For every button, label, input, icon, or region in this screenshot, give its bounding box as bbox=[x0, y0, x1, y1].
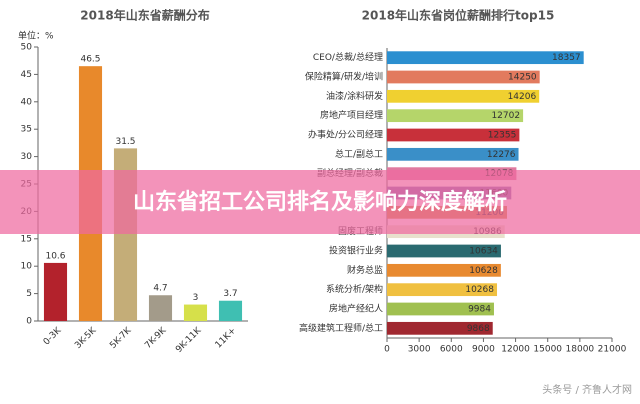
y-tick-label: 50 bbox=[21, 43, 33, 53]
value-label: 10268 bbox=[465, 285, 494, 295]
value-label: 9868 bbox=[467, 324, 490, 334]
y-axis-label: 单位：% bbox=[18, 30, 54, 42]
x-tick-label: 12000 bbox=[501, 345, 530, 355]
bar bbox=[387, 244, 501, 258]
watermark: 头条号 / 齐鲁人才网 bbox=[542, 383, 632, 396]
bar bbox=[387, 109, 524, 123]
y-tick-label: 投资银行业务 bbox=[329, 245, 383, 257]
value-label: 14250 bbox=[508, 73, 537, 83]
y-tick-label: 15 bbox=[21, 234, 32, 244]
bar bbox=[387, 321, 493, 335]
x-tick-label: 18000 bbox=[566, 345, 595, 355]
bar bbox=[387, 147, 519, 161]
y-tick-label: 办事处/分公司经理 bbox=[308, 129, 383, 141]
value-label: 4.7 bbox=[153, 284, 167, 294]
bar bbox=[387, 51, 584, 65]
chart-title: 2018年山东省薪酬分布 bbox=[80, 8, 209, 23]
y-tick-label: 40 bbox=[21, 97, 33, 107]
banner-text: 山东省招工公司排名及影响力深度解析 bbox=[133, 189, 507, 215]
y-tick-label: CEO/总裁/总经理 bbox=[313, 51, 383, 63]
y-tick-label: 高级建筑工程师/总工 bbox=[299, 322, 383, 334]
value-label: 10.6 bbox=[45, 251, 65, 261]
y-tick-label: 保险精算/研发/培训 bbox=[305, 71, 383, 83]
bar bbox=[387, 302, 494, 316]
value-label: 10628 bbox=[469, 266, 498, 276]
value-label: 12276 bbox=[487, 150, 516, 160]
value-label: 46.5 bbox=[80, 55, 100, 65]
value-label: 9984 bbox=[468, 305, 491, 315]
chart-title: 2018年山东省岗位薪酬排行top15 bbox=[362, 8, 555, 23]
bar bbox=[218, 300, 243, 321]
value-label: 18357 bbox=[552, 53, 581, 63]
y-tick-label: 房地产项目经理 bbox=[320, 109, 383, 121]
bar bbox=[387, 128, 520, 142]
x-tick-label: 6000 bbox=[440, 345, 463, 355]
bar bbox=[183, 304, 208, 321]
bar bbox=[148, 295, 173, 321]
value-label: 12702 bbox=[491, 111, 520, 121]
bar bbox=[387, 89, 540, 103]
bar bbox=[43, 262, 68, 321]
value-label: 10634 bbox=[469, 247, 498, 257]
y-tick-label: 系统分析/架构 bbox=[326, 283, 383, 295]
y-tick-label: 30 bbox=[21, 152, 33, 162]
y-tick-label: 总工/副总工 bbox=[335, 148, 383, 160]
x-tick-label: 15000 bbox=[533, 345, 562, 355]
y-tick-label: 10 bbox=[21, 262, 33, 272]
banner-band bbox=[0, 170, 640, 234]
y-tick-label: 油漆/涂料研发 bbox=[326, 90, 383, 102]
bar bbox=[387, 283, 498, 297]
x-tick-label: 3000 bbox=[408, 345, 431, 355]
y-tick-label: 财务总监 bbox=[347, 264, 383, 276]
value-label: 3 bbox=[193, 293, 199, 303]
x-tick-label: 9000 bbox=[472, 345, 495, 355]
x-tick-label: 0 bbox=[384, 345, 390, 355]
bar bbox=[387, 263, 501, 277]
y-tick-label: 45 bbox=[21, 70, 32, 80]
y-tick-label: 5 bbox=[26, 289, 32, 299]
value-label: 12355 bbox=[488, 131, 517, 141]
x-tick-label: 21000 bbox=[598, 345, 627, 355]
bar bbox=[387, 70, 540, 84]
value-label: 14206 bbox=[508, 92, 537, 102]
value-label: 3.7 bbox=[223, 289, 237, 299]
y-tick-label: 0 bbox=[26, 317, 32, 327]
y-tick-label: 35 bbox=[21, 125, 32, 135]
value-label: 31.5 bbox=[115, 137, 135, 147]
y-tick-label: 房地产经纪人 bbox=[329, 303, 383, 315]
